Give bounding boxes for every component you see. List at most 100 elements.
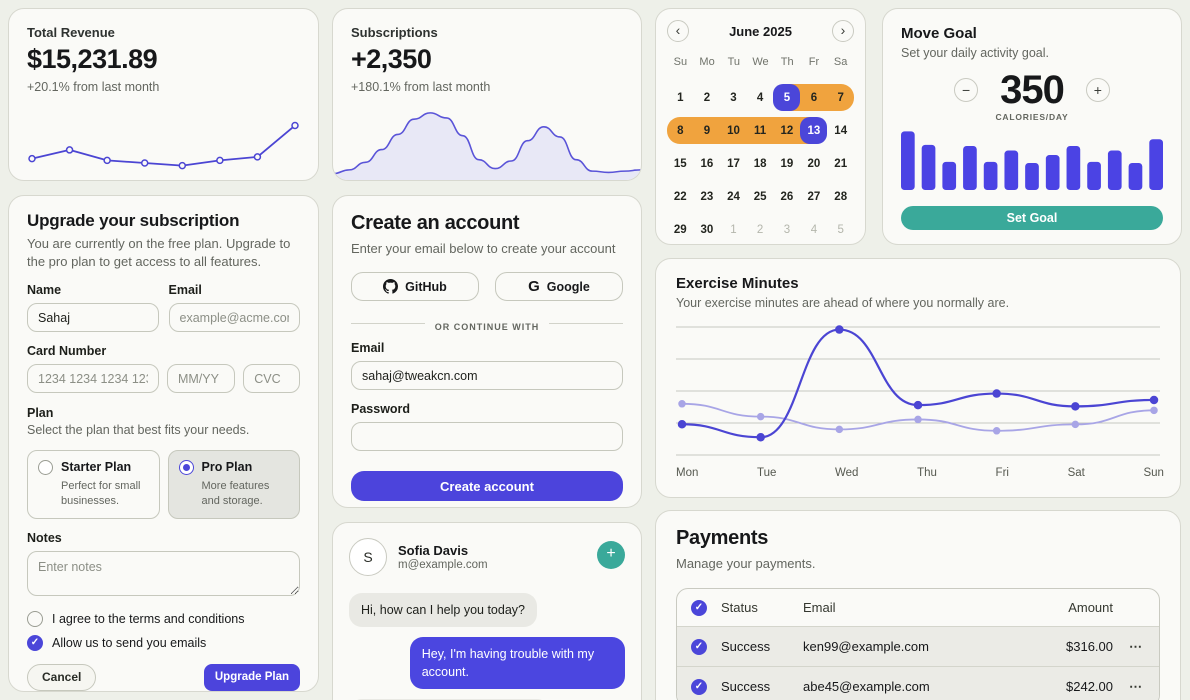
calendar-day[interactable]: 22: [667, 183, 694, 210]
signup-email-field[interactable]: [351, 361, 623, 391]
calendar-day-number: 6: [810, 91, 818, 104]
card-subtitle: Manage your payments.: [676, 556, 816, 571]
calendar-day[interactable]: 1: [720, 216, 747, 243]
terms-checkbox-row[interactable]: I agree to the terms and conditions: [27, 610, 300, 627]
pro-plan-option[interactable]: Pro Plan More features and storage.: [167, 449, 300, 519]
new-message-button[interactable]: +: [597, 541, 625, 569]
github-button[interactable]: GitHub: [351, 272, 479, 302]
calendar-day[interactable]: 19: [773, 150, 800, 177]
calendar-day[interactable]: 1: [667, 84, 694, 111]
calendar-day[interactable]: 15: [667, 150, 694, 177]
calendar-day-number: 13: [800, 117, 828, 144]
calendar-day[interactable]: 3: [720, 84, 747, 111]
calendar-day[interactable]: 21: [827, 150, 854, 177]
calendar-day[interactable]: 14: [827, 117, 854, 144]
weekday-label: Sa: [833, 56, 848, 68]
increase-goal-button[interactable]: +: [1085, 78, 1110, 102]
calendar-day-number: 24: [727, 190, 740, 203]
calendar-day[interactable]: 8: [667, 117, 694, 144]
emails-label: Allow us to send you emails: [52, 635, 207, 650]
calendar-day-number: 23: [700, 190, 714, 203]
card-title: Subscriptions: [351, 25, 438, 40]
calendar-day[interactable]: 13: [800, 117, 828, 144]
calendar-day-number: 5: [837, 223, 844, 236]
notes-field[interactable]: [27, 550, 300, 596]
calendar-day[interactable]: 5: [827, 216, 854, 243]
set-goal-button[interactable]: Set Goal: [901, 206, 1163, 230]
github-icon: [383, 279, 399, 294]
table-row[interactable]: ✓ Success abe45@example.com $242.00 ⋯: [677, 666, 1159, 700]
weekday-label: Mo: [699, 56, 715, 68]
card-number-label: Card Number: [27, 344, 107, 359]
calendar-day[interactable]: 4: [800, 216, 827, 243]
subscriptions-delta: +180.1% from last month: [351, 80, 491, 94]
calendar-next-button[interactable]: ›: [832, 20, 854, 42]
plan-name: Pro Plan: [201, 460, 253, 475]
cvc-field[interactable]: [243, 364, 300, 394]
calendar-day-number: 18: [753, 157, 767, 170]
google-button[interactable]: G Google: [495, 272, 623, 302]
email-field[interactable]: [168, 303, 300, 333]
calendar-day[interactable]: 4: [747, 84, 774, 111]
plan-name: Starter Plan: [61, 460, 132, 475]
calendar-day[interactable]: 7: [827, 84, 854, 111]
row-actions-button[interactable]: ⋯: [1129, 678, 1143, 694]
calendar-day-number: 3: [730, 91, 737, 104]
emails-checkbox-row[interactable]: ✓ Allow us to send you emails: [27, 634, 300, 651]
calendar-day[interactable]: 24: [720, 183, 747, 210]
calendar-day[interactable]: 6: [800, 84, 828, 111]
calendar-day[interactable]: 2: [694, 84, 721, 111]
checkbox-checked-icon: ✓: [27, 634, 43, 651]
row-actions-button[interactable]: ⋯: [1129, 638, 1143, 654]
calendar-day-number: 26: [780, 190, 794, 203]
calendar-day[interactable]: 16: [694, 150, 721, 177]
row-checkbox[interactable]: ✓: [691, 638, 707, 655]
expiry-field[interactable]: [166, 364, 236, 394]
check-icon: ✓: [694, 641, 704, 653]
calendar-day-number: 22: [673, 190, 687, 203]
cancel-button[interactable]: Cancel: [27, 663, 97, 691]
calendar-day[interactable]: 25: [747, 183, 774, 210]
starter-plan-option[interactable]: Starter Plan Perfect for small businesse…: [27, 449, 160, 519]
card-number-field[interactable]: [27, 364, 159, 394]
calendar-day-number: 7: [837, 91, 844, 104]
password-field[interactable]: [351, 422, 623, 452]
calendar-day[interactable]: 11: [746, 117, 774, 144]
upgrade-subscription-card: Upgrade your subscription You are curren…: [8, 195, 319, 692]
table-row[interactable]: ✓ Success ken99@example.com $316.00 ⋯: [677, 626, 1159, 667]
calendar-day[interactable]: 12: [773, 117, 801, 144]
calendar-day[interactable]: 10: [720, 117, 747, 144]
calendar-day-number: 8: [677, 124, 684, 137]
weekday-label: Fr: [808, 56, 820, 68]
calendar-day[interactable]: 17: [720, 150, 747, 177]
x-axis-tick-labels: Mon Tue Wed Thu Fri Sat Sun: [676, 467, 1164, 479]
chevron-right-icon: ›: [840, 22, 846, 38]
calendar-prev-button[interactable]: ‹: [667, 20, 689, 42]
calendar-day[interactable]: 5: [773, 84, 801, 111]
calendar-day[interactable]: 27: [800, 183, 827, 210]
decrease-goal-button[interactable]: −: [954, 78, 979, 102]
create-account-button[interactable]: Create account: [351, 471, 623, 502]
select-all-checkbox[interactable]: ✓: [691, 599, 707, 616]
name-field[interactable]: [27, 303, 159, 333]
chat-message: Hi, how can I help you today?: [349, 593, 537, 628]
calendar-day[interactable]: 29: [667, 216, 694, 243]
row-checkbox[interactable]: ✓: [691, 678, 707, 695]
google-icon: G: [528, 278, 540, 296]
calendar-day-number: 11: [754, 124, 767, 137]
calendar-day[interactable]: 30: [694, 216, 721, 243]
calendar-day[interactable]: 23: [694, 183, 721, 210]
calendar-day[interactable]: 3: [773, 216, 800, 243]
calendar-day-number: 21: [834, 157, 848, 170]
upgrade-plan-button[interactable]: Upgrade Plan: [203, 663, 300, 691]
plus-icon: +: [606, 545, 616, 562]
calendar-day-number: 28: [834, 190, 848, 203]
calendar-day[interactable]: 2: [747, 216, 774, 243]
calendar-day[interactable]: 26: [773, 183, 800, 210]
calendar-day[interactable]: 28: [827, 183, 854, 210]
calendar-day[interactable]: 9: [693, 117, 721, 144]
calendar-weekday-row: Su Mo Tu We Th Fr Sa: [667, 52, 854, 74]
calendar-day[interactable]: 18: [747, 150, 774, 177]
calendar-day[interactable]: 20: [800, 150, 827, 177]
